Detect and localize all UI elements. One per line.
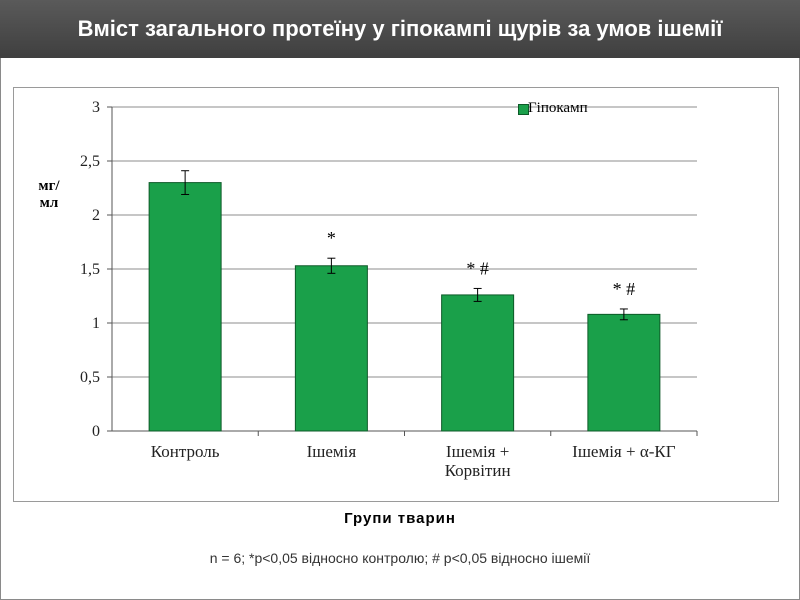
x-tick-label: Контроль	[151, 442, 220, 461]
x-tick-label: Корвітин	[445, 461, 511, 480]
y-tick-label: 2	[92, 207, 100, 224]
y-tick-label: 1	[92, 315, 100, 332]
y-tick-label: 3	[92, 99, 100, 116]
y-tick-label: 1,5	[80, 261, 100, 278]
x-axis-title: Групи тварин	[344, 510, 456, 527]
legend-swatch	[518, 104, 529, 115]
x-tick-label: Ішемія	[307, 442, 357, 461]
significance-label: * #	[613, 279, 636, 299]
bar	[587, 313, 661, 432]
bar	[294, 265, 368, 432]
legend-label: Гіпокамп	[528, 100, 588, 116]
bar	[441, 294, 515, 432]
y-tick-label: 0,5	[80, 369, 100, 386]
bar	[148, 182, 222, 432]
x-tick-label: Ішемія +	[446, 442, 509, 461]
footnote: n = 6; *p<0,05 відносно контролю; # p<0,…	[209, 550, 591, 566]
y-tick-label: 2,5	[80, 153, 100, 170]
significance-label: *	[327, 228, 336, 248]
slide-title: Вміст загального протеїну у гіпокампі щу…	[77, 16, 723, 41]
y-axis-title: мг/мл	[38, 178, 60, 211]
y-tick-label: 0	[92, 423, 100, 440]
chart-area	[13, 87, 779, 502]
x-tick-label: Ішемія + α-КГ	[572, 442, 676, 461]
significance-label: * #	[466, 258, 489, 278]
title-bar	[0, 0, 800, 58]
